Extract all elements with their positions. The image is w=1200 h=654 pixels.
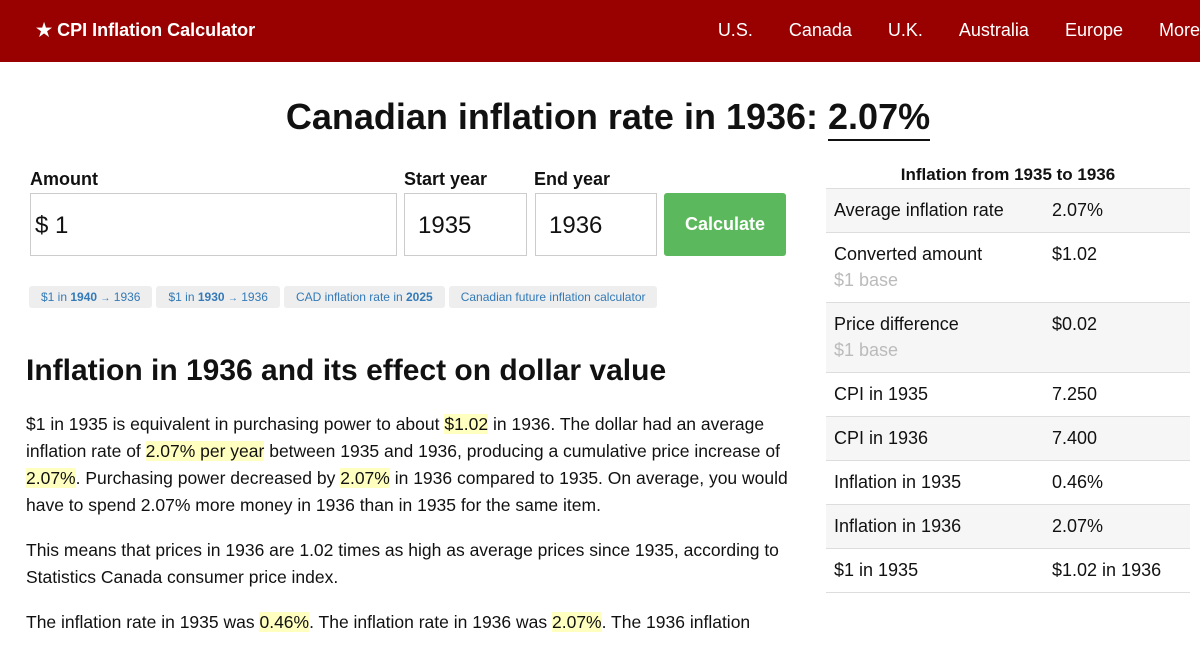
- article-body: $1 in 1935 is equivalent in purchasing p…: [26, 411, 790, 654]
- summary-row: CPI in 1935 7.250: [826, 373, 1190, 417]
- highlight: 2.07% per year: [145, 441, 265, 461]
- row-value: 2.07%: [1052, 200, 1104, 220]
- start-input[interactable]: 1935: [404, 193, 527, 256]
- quick-link-text: CAD inflation rate in: [295, 290, 403, 304]
- row-note: $1 base: [834, 270, 899, 290]
- row-value: $1.02 in 1936: [1052, 560, 1162, 580]
- text: in 1936. The dollar had an average infla…: [26, 414, 765, 461]
- summary-row: CPI in 1936 7.400: [826, 417, 1190, 461]
- end-label: End year: [534, 169, 611, 189]
- nav-link[interactable]: Canada: [788, 20, 852, 40]
- summary-caption: Inflation from 1935 to 1936: [826, 165, 1190, 189]
- nav-link[interactable]: Europe: [1064, 20, 1123, 40]
- text: between 1935 and 1936, producing a cumul…: [264, 441, 780, 461]
- summary-rows: Average inflation rate 2.07% Converted amo…: [826, 189, 1190, 593]
- quick-link-text: Canadian future inflation calculator: [460, 290, 646, 304]
- summary-row: Converted amount $1 base $1.02: [826, 233, 1190, 303]
- nav-link[interactable]: U.K.: [887, 20, 923, 40]
- row-label-cell: $1 in 1935: [834, 559, 1052, 582]
- highlight: $1.02: [444, 414, 489, 434]
- row-label: $1 in 1935: [834, 560, 919, 580]
- row-label-cell: CPI in 1935: [834, 383, 1052, 406]
- summary-row: $1 in 1935 $1.02 in 1936: [826, 549, 1190, 593]
- text: This means that prices in 1936 are 1.02 …: [26, 540, 779, 587]
- summary-row: Inflation in 1936 2.07%: [826, 505, 1190, 549]
- brand[interactable]: ★ CPI Inflation Calculator: [36, 20, 256, 40]
- row-label: Inflation in 1936: [834, 516, 962, 536]
- page: CPI Inflation Calculator {"nav": {"brand…: [0, 0, 1200, 632]
- text: . The inflation rate in 1936 was: [309, 612, 552, 632]
- row-label-cell: Inflation in 1935: [834, 471, 1052, 494]
- row-value: $1.02: [1052, 244, 1098, 264]
- paragraph: $1 in 1935 is equivalent in purchasing p…: [26, 411, 790, 519]
- navbar: ★ CPI Inflation Calculator U.S. Canada U.K…: [0, 0, 1200, 62]
- text: The inflation rate in 1935 was: [26, 612, 260, 632]
- row-label: Converted amount: [834, 244, 983, 264]
- quick-link-text: 1936: [113, 290, 141, 304]
- quick-link-text: $1 in: [168, 290, 195, 304]
- start-label: Start year: [404, 169, 488, 189]
- quick-link-text: 1936: [241, 290, 268, 304]
- nav-links: U.S. Canada U.K. Australia Europe More: [682, 20, 1200, 41]
- highlight: 2.07%: [340, 468, 390, 488]
- row-note: $1 base: [834, 340, 899, 360]
- paragraph: This means that prices in 1936 are 1.02 …: [26, 537, 790, 591]
- quick-link[interactable]: CAD inflation rate in 2025: [283, 286, 445, 308]
- row-label-cell: Inflation in 1936: [834, 515, 1052, 538]
- nav-link[interactable]: U.S.: [717, 20, 753, 40]
- row-value: 2.07%: [1052, 516, 1104, 536]
- row-label: CPI in 1935: [834, 384, 929, 404]
- row-label-cell: Average inflation rate: [834, 199, 1052, 222]
- quick-link[interactable]: Canadian future inflation calculator: [448, 286, 658, 308]
- quick-link[interactable]: $1 in 1930 → 1936: [156, 286, 280, 308]
- row-label-cell: Price difference $1 base: [834, 313, 1052, 362]
- highlight: 2.07%: [552, 612, 602, 632]
- article-title: Inflation in 1936 and its effect on doll…: [26, 354, 667, 387]
- row-label: CPI in 1936: [834, 428, 929, 448]
- nav-link[interactable]: Australia: [958, 20, 1029, 40]
- summary-row: Average inflation rate 2.07%: [826, 189, 1190, 233]
- text: in 1936 compared to 1935. On average, yo…: [26, 468, 788, 515]
- row-value: 7.250: [1052, 384, 1098, 404]
- row-label: Average inflation rate: [834, 200, 1004, 220]
- text: . Purchasing power decreased by: [75, 468, 341, 488]
- heading-text: Canadian inflation rate in 1936:: [285, 96, 819, 137]
- amount-value: 1: [55, 212, 69, 239]
- heading-rate: 2.07%: [828, 96, 931, 141]
- summary-row: Price difference $1 base $0.02: [826, 303, 1190, 373]
- body: ★ CPI Inflation Calculator U.S. Canada U.K…: [0, 0, 1200, 632]
- paragraph: The inflation rate in 1935 was 0.46%. Th…: [26, 609, 790, 636]
- quick-link-text: 2025: [406, 290, 433, 304]
- quick-link[interactable]: $1 in 1940 → 1936: [29, 286, 153, 308]
- quick-link-text: →: [100, 293, 111, 304]
- amount-label: Amount: [30, 169, 98, 189]
- highlight: 0.46%: [259, 612, 310, 632]
- text: . The 1936 inflation: [601, 612, 751, 632]
- calculate-button[interactable]: Calculate: [664, 193, 786, 256]
- highlight: 2.07%: [26, 468, 76, 488]
- row-label: Inflation in 1935: [834, 472, 962, 492]
- row-label-cell: CPI in 1936: [834, 427, 1052, 450]
- summary-table: Inflation from 1935 to 1936 Average infl…: [826, 165, 1190, 593]
- quick-links: $1 in 1940 → 1936 $1 in 1930 → 1936 CAD in…: [29, 286, 661, 308]
- row-value: 7.400: [1052, 428, 1098, 448]
- summary-row: Inflation in 1935 0.46%: [826, 461, 1190, 505]
- row-label: Price difference: [834, 314, 959, 334]
- row-value: 0.46%: [1052, 472, 1104, 492]
- quick-link-text: $1 in: [41, 290, 68, 304]
- row-label-cell: Converted amount $1 base: [834, 243, 1052, 292]
- row-value: $0.02: [1052, 314, 1098, 334]
- currency: $: [35, 212, 49, 239]
- quick-link-text: 1940: [70, 290, 98, 304]
- nav-link[interactable]: More: [1158, 20, 1200, 40]
- quick-link-text: 1930: [197, 290, 225, 304]
- amount-input[interactable]: $ 1: [30, 193, 397, 256]
- quick-link-text: →: [227, 293, 238, 304]
- text: $1 in 1935 is equivalent in purchasing p…: [26, 414, 445, 434]
- heading: Canadian inflation rate in 1936: 2.07%: [0, 96, 1200, 141]
- end-input[interactable]: 1936: [535, 193, 657, 256]
